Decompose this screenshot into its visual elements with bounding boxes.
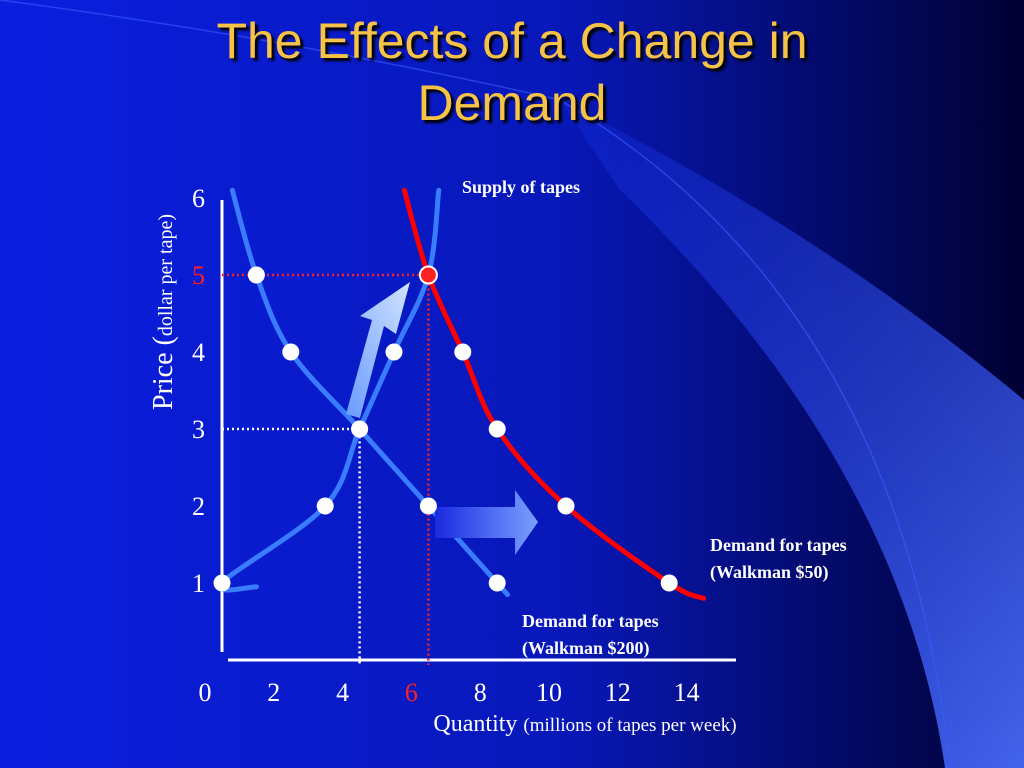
demand-new-label-line1: Demand for tapes [710,535,847,555]
decorative-swoosh [560,100,1024,768]
y-tick-label: 6 [192,184,205,213]
supply-point [385,343,403,361]
x-tick-label: 10 [536,678,562,707]
demand-new-point [660,574,678,592]
supply-point [213,574,231,592]
new-equilibrium-point [418,265,438,285]
guide-line-old [222,427,361,665]
demand-old-label-line2: (Walkman $200) [522,638,650,659]
supply-point [316,497,334,515]
x-tick-label: 6 [405,678,418,707]
x-tick-label: 2 [267,678,280,707]
y-tick-label: 1 [192,569,205,598]
y-tick-label: 2 [192,492,205,521]
supply-label: Supply of tapes [462,177,580,197]
demand-old-label-line1: Demand for tapes [522,611,659,631]
demand-new-point [557,497,575,515]
title-line-2: Demand [417,75,607,131]
y-tick-label: 3 [192,415,205,444]
y-tick-label: 5 [192,261,205,290]
shift-right-arrow [435,490,538,555]
demand-old-point [419,497,437,515]
price-up-arrow [346,282,410,418]
y-tick-label: 4 [192,338,205,367]
demand-old-point [488,574,506,592]
x-tick-label: 8 [474,678,487,707]
x-tick-label: 14 [674,678,700,707]
x-tick-label: 12 [605,678,631,707]
x-axis-label: Quantity (millions of tapes per week) [433,711,736,737]
demand-old-point [247,266,265,284]
demand-old-point [351,420,369,438]
demand-new-label-line2: (Walkman $50) [710,562,829,583]
title-line-1: The Effects of a Change in [216,13,808,69]
supply-curve [217,187,442,593]
demand-new-point [454,343,472,361]
x-tick-label: 4 [336,678,349,707]
slide-title: The Effects of a Change in Demand [0,10,1024,134]
x-tick-label: 0 [199,678,212,707]
y-axis-label: Price (dollar per tape) [148,214,179,410]
demand-old-point [282,343,300,361]
demand-new-point [488,420,506,438]
